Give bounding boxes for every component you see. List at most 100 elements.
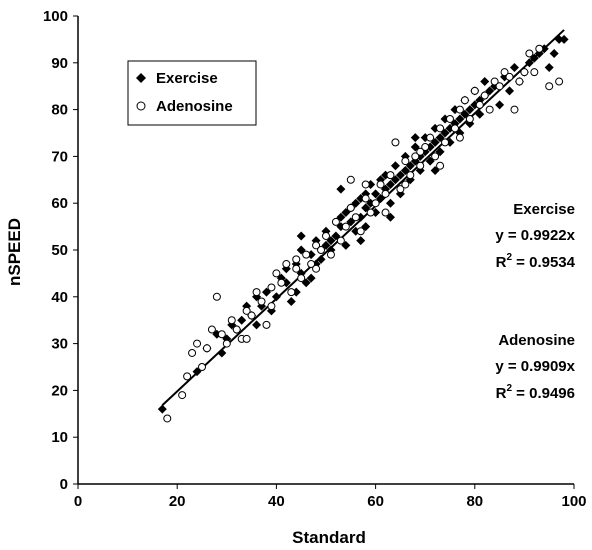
y-tick-label: 10: [51, 429, 68, 446]
adenosine-point: [555, 77, 564, 86]
x-tick-label: 80: [466, 493, 483, 510]
x-tick-label: 20: [169, 493, 186, 510]
adenosine-point: [495, 82, 504, 91]
exercise-point: [336, 184, 346, 194]
adenosine-point: [178, 391, 187, 400]
adenosine-point: [212, 292, 221, 301]
r2-label: R: [496, 385, 507, 402]
exercise-point: [271, 292, 281, 302]
adenosine-point: [391, 138, 400, 147]
adenosine-point: [198, 363, 206, 371]
adenosine-point: [188, 348, 197, 357]
x-tick-label: 0: [74, 493, 82, 510]
adenosine-point: [515, 77, 524, 86]
exercise-point: [554, 34, 564, 44]
exercise-point: [356, 236, 366, 246]
adenosine-point: [267, 302, 276, 311]
exercise-point: [390, 161, 400, 171]
annotation-adenosine-r2: R2 = 0.9496: [496, 383, 575, 402]
adenosine-point: [505, 72, 514, 81]
legend-box: [127, 60, 257, 126]
adenosine-point: [381, 208, 390, 217]
adenosine-point: [207, 325, 216, 334]
y-tick-label: 0: [60, 476, 68, 493]
adenosine-point: [421, 143, 430, 152]
y-tick-label: 100: [43, 8, 68, 25]
adenosine-point: [485, 105, 494, 114]
adenosine-point: [401, 157, 410, 166]
adenosine-point: [436, 124, 445, 133]
adenosine-point: [242, 334, 251, 343]
adenosine-point: [376, 180, 385, 189]
adenosine-point: [436, 161, 445, 170]
adenosine-point: [272, 269, 281, 278]
y-axis-title: nSPEED: [5, 218, 24, 286]
x-axis-title: Standard: [292, 528, 366, 547]
adenosine-point: [193, 339, 202, 348]
adenosine-point: [490, 77, 499, 86]
adenosine-point: [530, 68, 539, 77]
adenosine-point: [312, 241, 321, 250]
r2-superscript: 2: [506, 252, 512, 263]
y-tick-label: 90: [51, 55, 68, 72]
exercise-point: [316, 254, 326, 264]
adenosine-point: [416, 147, 425, 156]
adenosine-point: [297, 274, 306, 283]
adenosine-point: [520, 68, 529, 77]
adenosine-point: [232, 325, 241, 334]
adenosine-point: [222, 339, 231, 348]
r2-value: = 0.9496: [512, 385, 575, 402]
exercise-point: [549, 48, 559, 58]
adenosine-point: [381, 189, 390, 198]
annotation-adenosine-title: Adenosine: [498, 332, 575, 349]
x-tick-label: 100: [561, 493, 586, 510]
annotation-adenosine: Adenosine y = 0.9909x R2 = 0.9496: [495, 332, 575, 402]
series-adenosine: [163, 44, 564, 423]
adenosine-point: [480, 91, 489, 100]
adenosine-point: [366, 208, 375, 217]
adenosine-point: [163, 414, 172, 423]
adenosine-point: [242, 306, 251, 315]
adenosine-point: [252, 288, 261, 297]
adenosine-point: [441, 138, 450, 147]
adenosine-point: [361, 180, 370, 189]
adenosine-point: [331, 217, 340, 226]
adenosine-point: [183, 372, 192, 381]
adenosine-point: [416, 161, 425, 170]
adenosine-point: [455, 105, 464, 114]
y-tick-label: 20: [51, 382, 68, 399]
adenosine-point: [257, 297, 266, 306]
adenosine-point: [292, 255, 301, 264]
adenosine-point: [460, 96, 469, 105]
adenosine-point: [470, 86, 479, 95]
adenosine-point: [267, 283, 276, 292]
adenosine-point: [227, 316, 236, 325]
exercise-point: [465, 105, 475, 115]
exercise-point: [544, 62, 554, 72]
exercise-point: [495, 100, 505, 110]
r2-value: = 0.9534: [512, 254, 576, 271]
legend-diamond-marker: [136, 73, 146, 83]
exercise-point: [371, 189, 381, 199]
adenosine-point: [396, 185, 405, 194]
adenosine-point: [322, 231, 330, 240]
adenosine-point: [545, 82, 554, 91]
adenosine-point: [525, 49, 534, 58]
adenosine-point: [455, 133, 464, 142]
adenosine-point: [406, 171, 415, 180]
exercise-point: [410, 133, 420, 143]
exercise-point: [237, 315, 247, 325]
adenosine-point: [292, 264, 301, 273]
exercise-point: [157, 404, 167, 414]
r2-label: R: [496, 254, 507, 271]
exercise-point: [395, 170, 405, 180]
adenosine-point: [317, 246, 326, 254]
annotation-adenosine-equation: y = 0.9909x: [495, 358, 575, 375]
adenosine-point: [535, 44, 544, 53]
legend-label-adenosine: Adenosine: [156, 98, 233, 115]
annotation-exercise: Exercise y = 0.9922x R2 = 0.9534: [495, 201, 575, 271]
adenosine-point: [510, 105, 519, 114]
r2-superscript: 2: [506, 383, 512, 394]
adenosine-point: [351, 213, 360, 222]
